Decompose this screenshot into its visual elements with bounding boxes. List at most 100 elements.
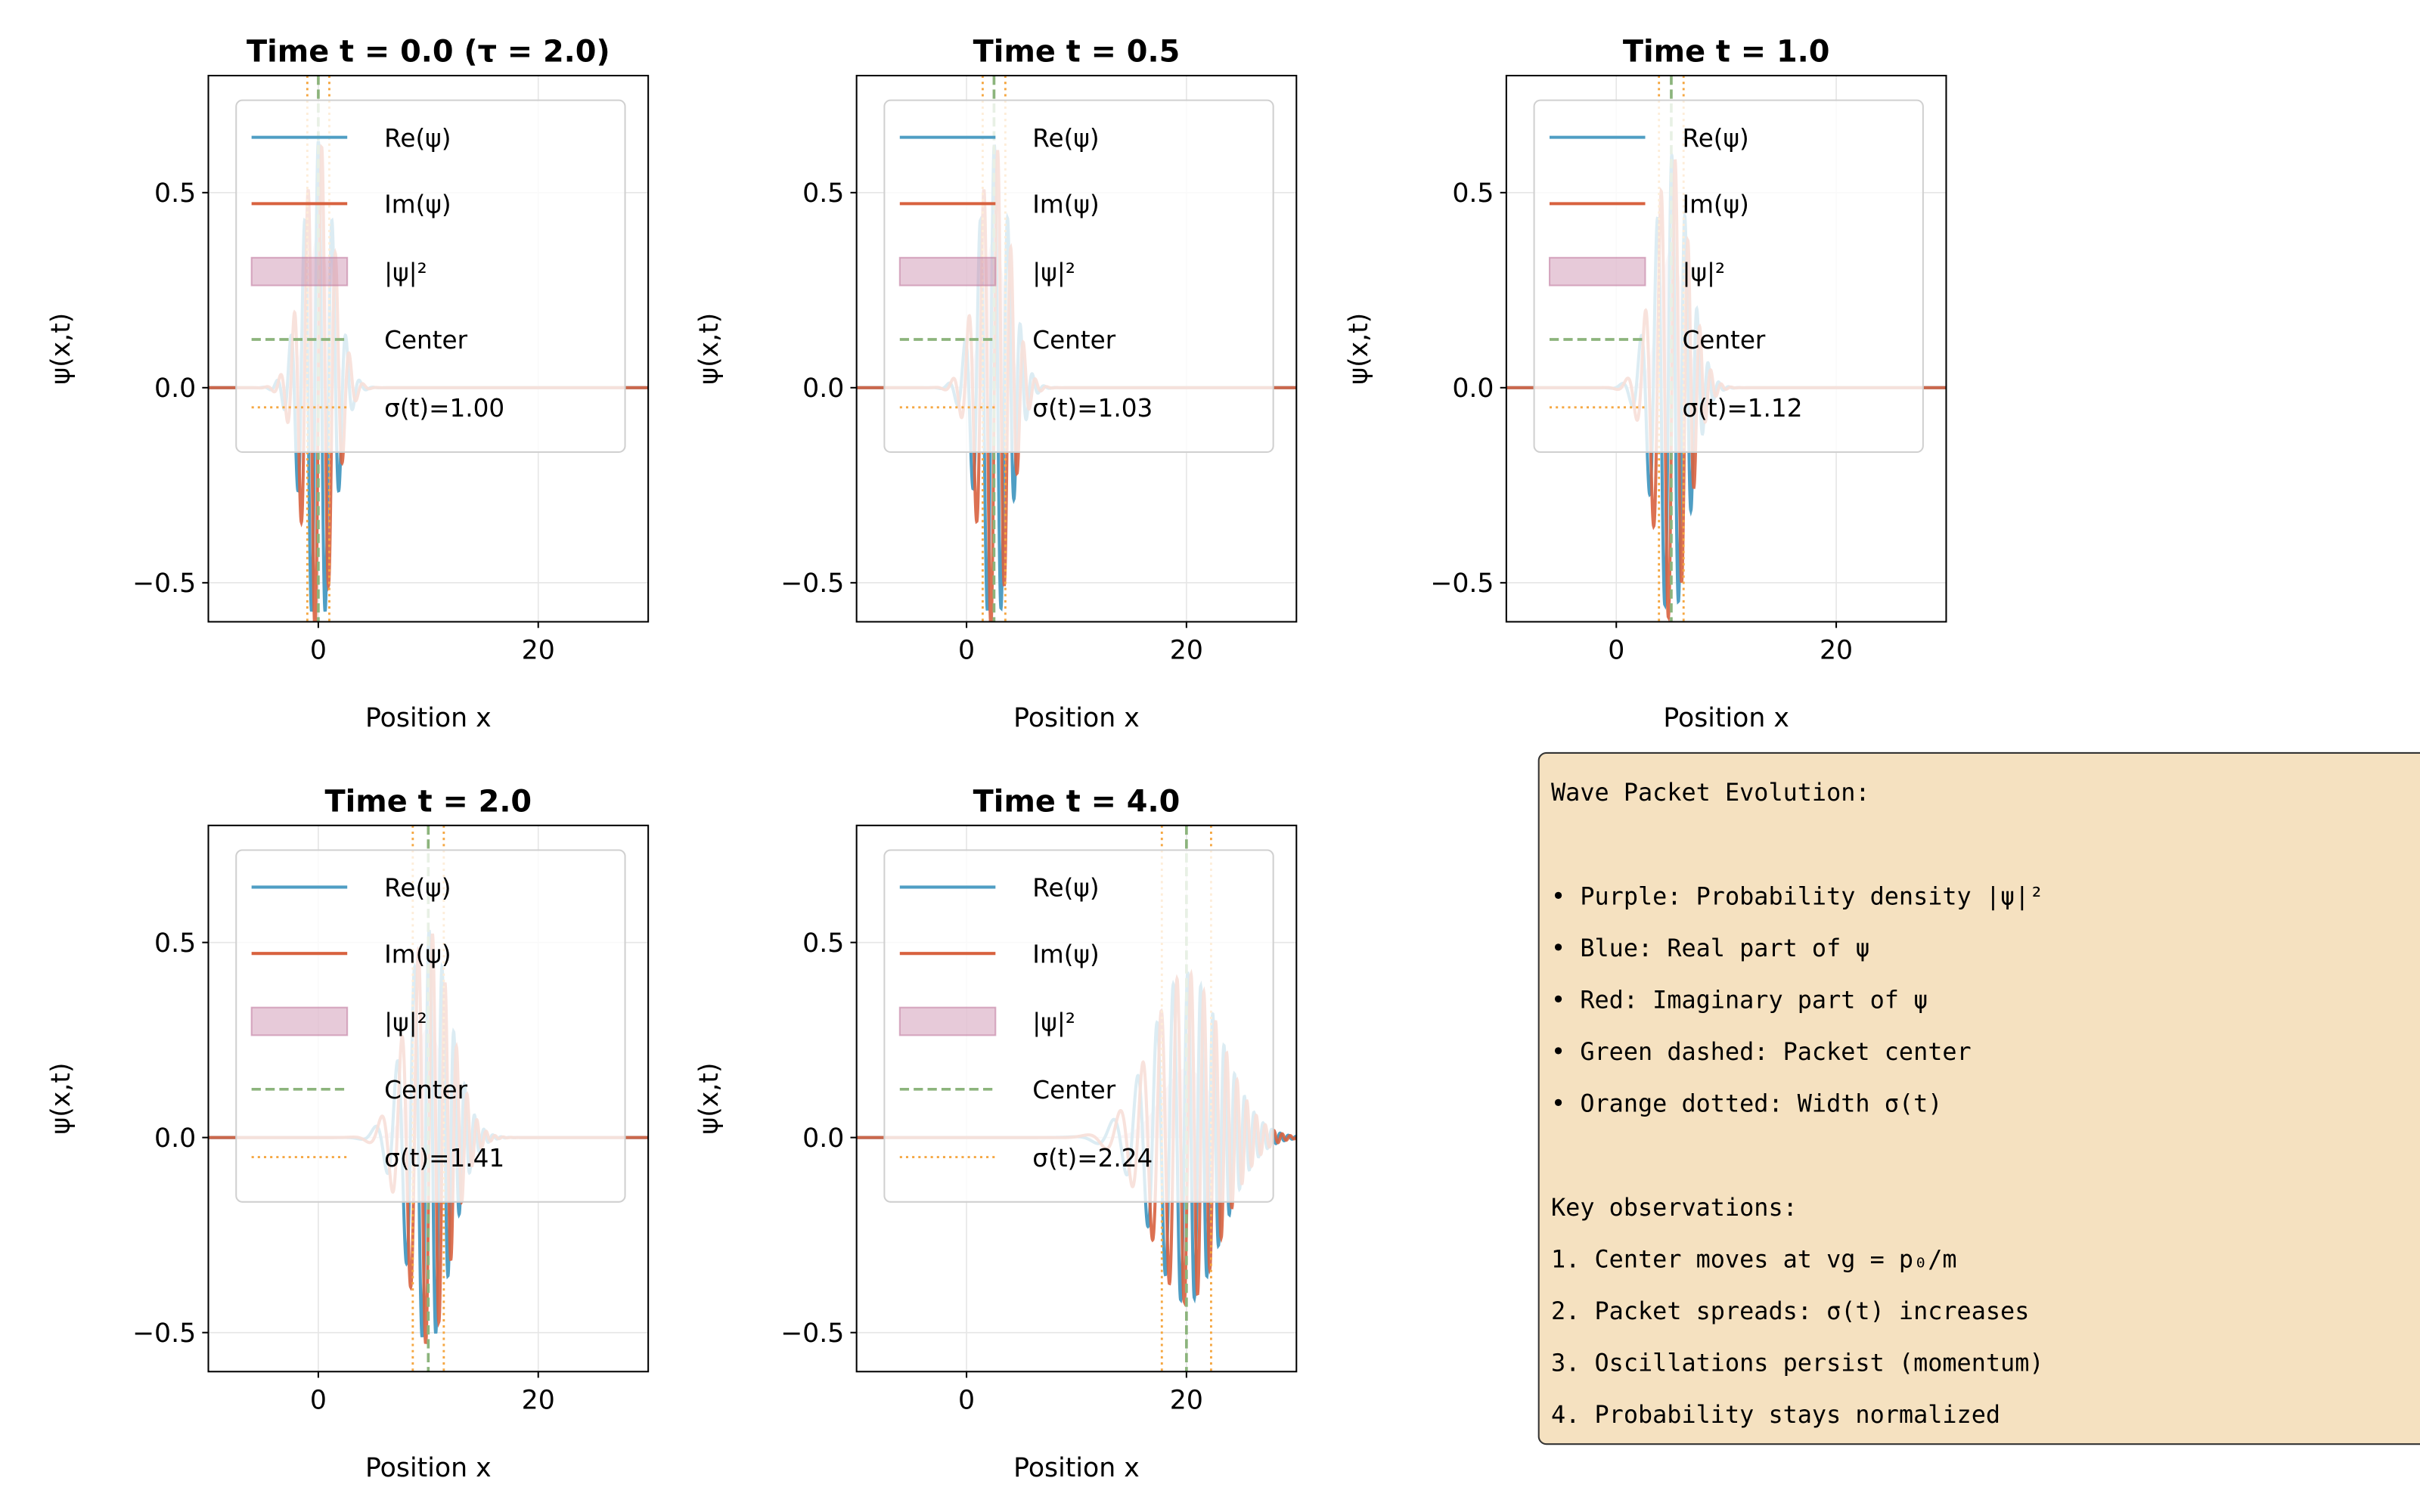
legend: Re(ψ) Im(ψ) |ψ|² Center σ(t)=1.03 — [883, 99, 1274, 453]
y-tick-label: −0.5 — [132, 1318, 196, 1349]
y-tick-label: 0.0 — [154, 1123, 196, 1154]
info-box-line: 2. Packet spreads: σ(t) increases — [1551, 1297, 2029, 1325]
legend-label: Re(ψ) — [384, 124, 451, 153]
legend-label: σ(t)=1.41 — [384, 1144, 504, 1173]
y-axis-label: ψ(x,t) — [694, 1063, 724, 1135]
legend-label: Re(ψ) — [384, 874, 451, 903]
legend-label: |ψ|² — [1682, 258, 1725, 287]
subplot-title: Time t = 4.0 — [973, 784, 1181, 819]
info-box-line: • Purple: Probability density |ψ|² — [1551, 881, 2044, 910]
subplot-2: 0 20 −0.5 0.0 0.5 Position x ψ(x,t) Time t = 1.… — [1344, 35, 1947, 733]
info-box-line: Key observations: — [1551, 1193, 1798, 1222]
legend-prob-handle — [898, 1006, 997, 1036]
info-box-line: Wave Packet Evolution: — [1551, 778, 1870, 807]
y-tick-label: 0.5 — [802, 928, 844, 959]
info-box-line: • Blue: Real part of ψ — [1551, 934, 1870, 962]
subplot-0: 0 20 −0.5 0.0 0.5 Position x ψ(x,t) Time t = 0.… — [46, 35, 650, 733]
subplot-1: 0 20 −0.5 0.0 0.5 Position x ψ(x,t) Time t = 0.… — [694, 35, 1298, 733]
legend-label: Center — [1032, 1076, 1115, 1105]
y-tick-label: −0.5 — [1430, 569, 1494, 599]
x-tick-label: 0 — [310, 635, 327, 665]
subplots: 0 20 −0.5 0.0 0.5 Position x ψ(x,t) Time t = 0.… — [46, 35, 1947, 1483]
y-tick-label: −0.5 — [780, 1318, 844, 1349]
info-box-line: • Green dashed: Packet center — [1551, 1037, 1972, 1066]
subplot-title: Time t = 2.0 — [325, 784, 532, 819]
axes-frame — [855, 74, 1298, 623]
legend: Re(ψ) Im(ψ) |ψ|² Center σ(t)=1.00 — [235, 99, 626, 453]
x-tick-label: 20 — [1170, 635, 1203, 665]
legend-label: Im(ψ) — [1032, 191, 1099, 219]
y-axis-label: ψ(x,t) — [694, 313, 724, 385]
y-tick-label: 0.0 — [802, 373, 844, 404]
y-tick-label: 0.0 — [154, 373, 196, 404]
subplot-4: 0 20 −0.5 0.0 0.5 Position x ψ(x,t) Time t = 4.… — [694, 784, 1298, 1483]
y-tick-label: 0.5 — [154, 928, 196, 959]
x-tick-label: 0 — [1608, 635, 1624, 665]
x-axis-label: Position x — [365, 1453, 492, 1483]
legend-prob-handle — [1548, 256, 1646, 287]
legend-prob-handle — [250, 256, 349, 287]
x-axis-label: Position x — [1013, 1453, 1140, 1483]
x-tick-label: 20 — [1820, 635, 1853, 665]
info-box-line: • Red: Imaginary part of ψ — [1551, 985, 1928, 1014]
legend-label: |ψ|² — [1032, 1008, 1075, 1036]
x-tick-label: 0 — [958, 635, 975, 665]
subplot-3: 0 20 −0.5 0.0 0.5 Position x ψ(x,t) Time t = 2.… — [46, 784, 650, 1483]
info-box-line: 3. Oscillations persist (momentum) — [1551, 1348, 2044, 1377]
y-tick-label: 0.5 — [1452, 178, 1494, 209]
x-tick-label: 0 — [958, 1385, 975, 1415]
subplot-title: Time t = 1.0 — [1623, 35, 1830, 70]
axes-frame — [855, 824, 1298, 1373]
y-axis-label: ψ(x,t) — [46, 313, 76, 385]
axes-frame — [207, 824, 650, 1373]
legend-label: Center — [384, 1076, 467, 1105]
legend: Re(ψ) Im(ψ) |ψ|² Center σ(t)=1.12 — [1533, 99, 1924, 453]
legend-label: Center — [1682, 326, 1765, 355]
subplot-title: Time t = 0.0 (τ = 2.0) — [247, 35, 610, 70]
legend-label: Center — [384, 326, 467, 355]
legend: Re(ψ) Im(ψ) |ψ|² Center σ(t)=2.24 — [883, 849, 1274, 1203]
legend-label: |ψ|² — [384, 1008, 427, 1036]
legend-label: |ψ|² — [384, 258, 427, 287]
x-tick-label: 20 — [1170, 1385, 1203, 1415]
legend-prob-handle — [250, 1006, 349, 1036]
legend-label: σ(t)=1.00 — [384, 394, 504, 423]
info-box-background — [1537, 751, 2420, 1445]
legend-label: Im(ψ) — [384, 940, 451, 968]
y-axis-label: ψ(x,t) — [1344, 313, 1374, 385]
legend-label: Center — [1032, 326, 1115, 355]
y-tick-label: −0.5 — [132, 569, 196, 599]
legend-label: Im(ψ) — [1032, 940, 1099, 968]
info-box-line: 4. Probability stays normalized — [1551, 1400, 2000, 1429]
legend-label: Im(ψ) — [1682, 191, 1748, 219]
x-tick-label: 0 — [310, 1385, 327, 1415]
y-tick-label: 0.5 — [154, 178, 196, 209]
y-tick-label: 0.0 — [1452, 373, 1494, 404]
legend-label: Re(ψ) — [1682, 124, 1748, 153]
legend-label: σ(t)=1.12 — [1682, 394, 1802, 423]
x-axis-label: Position x — [1663, 703, 1789, 733]
y-axis-label: ψ(x,t) — [46, 1063, 76, 1135]
legend-label: Re(ψ) — [1032, 124, 1099, 153]
y-tick-label: 0.0 — [802, 1123, 844, 1154]
x-axis-label: Position x — [1013, 703, 1140, 733]
x-tick-label: 20 — [522, 635, 555, 665]
x-axis-label: Position x — [365, 703, 492, 733]
x-tick-label: 20 — [522, 1385, 555, 1415]
legend-prob-handle — [898, 256, 997, 287]
legend-label: Im(ψ) — [384, 191, 451, 219]
legend-label: |ψ|² — [1032, 258, 1075, 287]
axes-frame — [207, 74, 650, 623]
legend-label: Re(ψ) — [1032, 874, 1099, 903]
info-box-line: • Orange dotted: Width σ(t) — [1551, 1089, 1942, 1118]
info-text-box: Wave Packet Evolution: • Purple: Probabil… — [1537, 751, 2420, 1445]
legend-label: σ(t)=1.03 — [1032, 394, 1153, 423]
y-tick-label: −0.5 — [780, 569, 844, 599]
legend-label: σ(t)=2.24 — [1032, 1144, 1153, 1173]
subplot-title: Time t = 0.5 — [973, 35, 1181, 70]
y-tick-label: 0.5 — [802, 178, 844, 209]
axes-frame — [1505, 74, 1947, 623]
info-box-line: 1. Center moves at vg = p₀/m — [1551, 1244, 1957, 1273]
legend: Re(ψ) Im(ψ) |ψ|² Center σ(t)=1.41 — [235, 849, 626, 1203]
